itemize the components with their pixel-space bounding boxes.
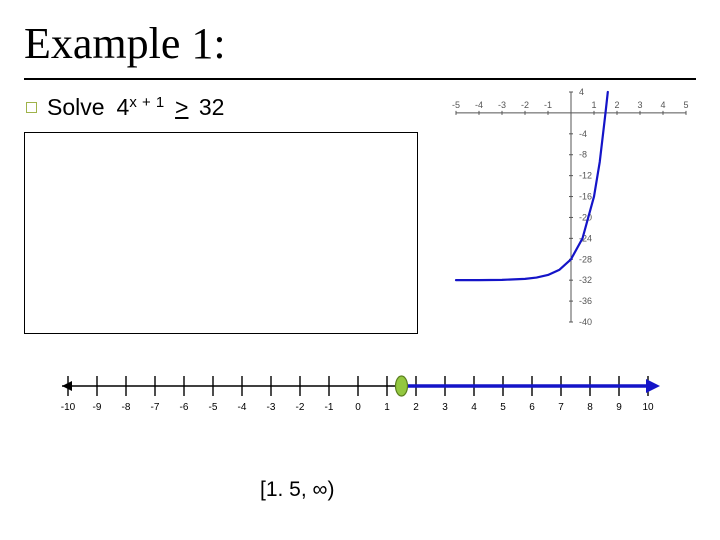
svg-text:9: 9 bbox=[616, 402, 622, 413]
svg-text:-4: -4 bbox=[579, 129, 587, 139]
answer-interval: [1. 5, ∞) bbox=[260, 478, 335, 502]
svg-text:-28: -28 bbox=[579, 254, 592, 264]
svg-text:3: 3 bbox=[637, 100, 642, 110]
svg-text:-1: -1 bbox=[325, 402, 334, 413]
svg-text:2: 2 bbox=[413, 402, 419, 413]
solve-label: Solve bbox=[47, 94, 105, 121]
svg-text:-8: -8 bbox=[122, 402, 131, 413]
svg-text:7: 7 bbox=[558, 402, 564, 413]
svg-text:-2: -2 bbox=[521, 100, 529, 110]
svg-text:-4: -4 bbox=[475, 100, 483, 110]
svg-text:3: 3 bbox=[442, 402, 448, 413]
svg-text:1: 1 bbox=[384, 402, 390, 413]
svg-text:4: 4 bbox=[579, 87, 584, 97]
svg-text:-8: -8 bbox=[579, 150, 587, 160]
svg-text:-4: -4 bbox=[238, 402, 247, 413]
svg-text:5: 5 bbox=[500, 402, 506, 413]
svg-text:-12: -12 bbox=[579, 171, 592, 181]
svg-text:-40: -40 bbox=[579, 317, 592, 327]
svg-text:-5: -5 bbox=[452, 100, 460, 110]
svg-text:-9: -9 bbox=[93, 402, 102, 413]
svg-text:-7: -7 bbox=[151, 402, 160, 413]
svg-text:-6: -6 bbox=[180, 402, 189, 413]
svg-text:-16: -16 bbox=[579, 192, 592, 202]
svg-text:4: 4 bbox=[660, 100, 665, 110]
function-graph: -5-4-3-2-1123454-4-8-12-16-20-24-28-32-3… bbox=[422, 80, 702, 334]
rhs: 32 bbox=[199, 94, 225, 120]
svg-text:10: 10 bbox=[642, 402, 654, 413]
svg-text:-3: -3 bbox=[498, 100, 506, 110]
svg-text:-10: -10 bbox=[61, 402, 76, 413]
number-line: -10-9-8-7-6-5-4-3-2-1012345678910 bbox=[50, 362, 670, 432]
svg-text:6: 6 bbox=[529, 402, 535, 413]
svg-text:-5: -5 bbox=[209, 402, 218, 413]
svg-text:-1: -1 bbox=[544, 100, 552, 110]
slide-title: Example 1: bbox=[24, 18, 226, 69]
svg-text:8: 8 bbox=[587, 402, 593, 413]
expression: 4x + 1 > 32 bbox=[117, 94, 225, 121]
svg-text:1: 1 bbox=[591, 100, 596, 110]
svg-text:2: 2 bbox=[614, 100, 619, 110]
bullet-square-icon bbox=[26, 102, 37, 113]
svg-text:5: 5 bbox=[683, 100, 688, 110]
svg-text:4: 4 bbox=[471, 402, 477, 413]
svg-text:-3: -3 bbox=[267, 402, 276, 413]
work-box bbox=[24, 132, 418, 334]
svg-text:-36: -36 bbox=[579, 296, 592, 306]
svg-text:0: 0 bbox=[355, 402, 361, 413]
exponent: x + 1 bbox=[129, 94, 164, 111]
base: 4 bbox=[117, 94, 130, 120]
operator: > bbox=[175, 94, 188, 120]
problem-statement: Solve 4x + 1 > 32 bbox=[26, 94, 224, 121]
svg-text:-32: -32 bbox=[579, 275, 592, 285]
svg-text:-2: -2 bbox=[296, 402, 305, 413]
